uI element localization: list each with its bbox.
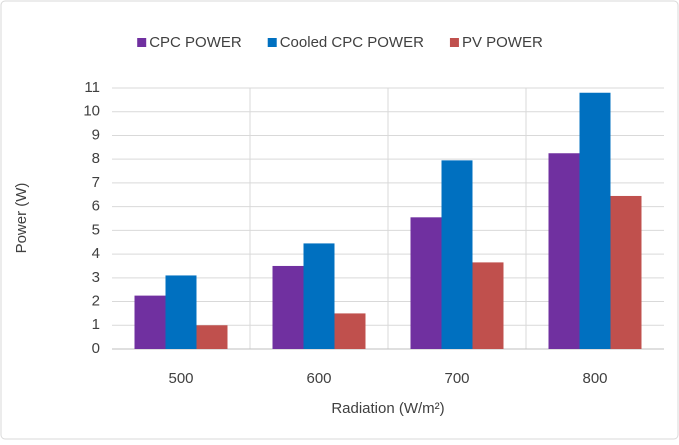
x-tick-label: 600 [306, 370, 331, 387]
x-tick-label: 700 [444, 370, 469, 387]
bar [610, 195, 642, 349]
y-tick-label: 10 [83, 103, 100, 120]
y-tick-label: 4 [92, 245, 100, 262]
y-tick-label: 5 [92, 221, 100, 238]
legend-label: PV POWER [462, 34, 543, 51]
y-tick-label: 3 [92, 269, 100, 286]
bar [165, 275, 197, 349]
bar [134, 295, 166, 349]
bar [196, 325, 228, 349]
legend-label: Cooled CPC POWER [280, 34, 424, 51]
y-tick-label: 7 [92, 174, 100, 191]
bar [441, 160, 473, 349]
legend-label: CPC POWER [149, 34, 242, 51]
bar [303, 243, 335, 349]
bar [472, 262, 504, 349]
bar [548, 153, 580, 349]
y-tick-label: 2 [92, 293, 100, 310]
bar [334, 313, 366, 349]
y-tick-label: 11 [84, 79, 100, 96]
bar [579, 92, 611, 349]
legend-swatch [267, 38, 277, 47]
y-tick-label: 6 [92, 198, 100, 215]
x-axis-label: Radiation (W/m²) [331, 400, 444, 417]
x-tick-label: 800 [582, 370, 607, 387]
y-tick-label: 9 [92, 126, 100, 143]
legend-swatch [449, 38, 459, 47]
y-tick-label: 1 [92, 316, 100, 333]
bar [410, 217, 442, 349]
y-tick-label: 8 [92, 150, 100, 167]
x-tick-label: 500 [168, 370, 193, 387]
y-tick-label: 0 [92, 340, 100, 357]
bar [272, 265, 304, 349]
y-axis-label: Power (W) [13, 183, 30, 254]
legend-swatch [137, 38, 147, 47]
